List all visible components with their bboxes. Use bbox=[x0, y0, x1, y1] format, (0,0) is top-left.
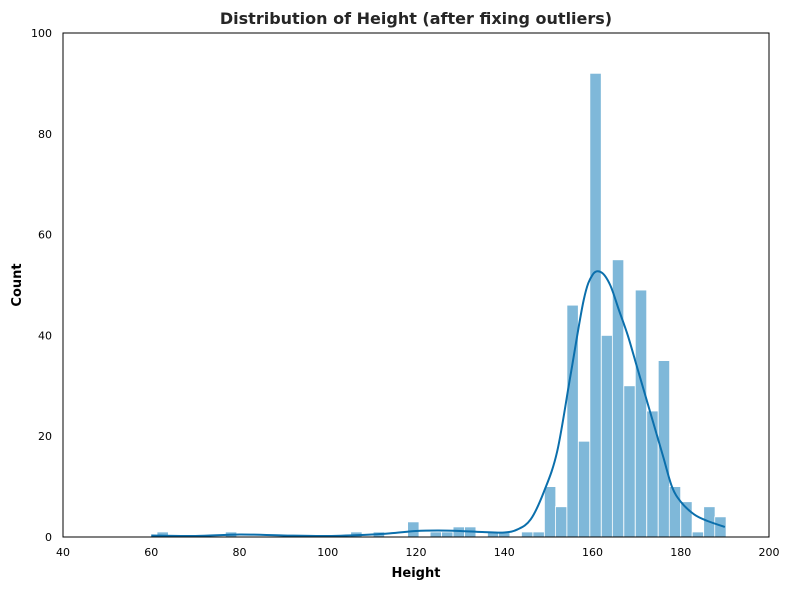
y-axis-ticks: 0 20 40 60 80 100 bbox=[31, 27, 52, 544]
histogram-bar bbox=[634, 289, 648, 538]
x-tick-label: 180 bbox=[670, 546, 691, 559]
y-tick-label: 0 bbox=[45, 531, 52, 544]
plot-frame bbox=[62, 32, 770, 538]
histogram-bar bbox=[600, 334, 614, 538]
histogram-bars bbox=[156, 72, 727, 538]
y-tick-label: 20 bbox=[38, 430, 52, 443]
y-tick-label: 40 bbox=[38, 329, 52, 342]
histogram-bar bbox=[544, 486, 557, 538]
histogram-bar bbox=[589, 72, 602, 538]
histogram-bar bbox=[532, 531, 545, 538]
x-tick-label: 140 bbox=[494, 546, 515, 559]
y-tick-label: 100 bbox=[31, 27, 52, 40]
histogram-bar bbox=[646, 410, 659, 538]
histogram-bar bbox=[429, 531, 442, 538]
histogram-bar bbox=[555, 506, 568, 538]
histogram-bar bbox=[577, 440, 591, 538]
y-tick-label: 60 bbox=[38, 229, 52, 242]
x-tick-label: 200 bbox=[759, 546, 780, 559]
kde-line bbox=[151, 270, 726, 538]
x-tick-label: 160 bbox=[582, 546, 603, 559]
x-axis-ticks: 40 60 80 100 120 140 160 180 200 bbox=[56, 546, 780, 559]
x-tick-label: 80 bbox=[233, 546, 247, 559]
chart-title: Distribution of Height (after fixing out… bbox=[220, 9, 612, 28]
x-tick-label: 60 bbox=[144, 546, 158, 559]
histogram-bar bbox=[407, 521, 420, 538]
x-axis-label: Height bbox=[392, 566, 441, 581]
histogram-bar bbox=[521, 531, 534, 538]
histogram-bar bbox=[611, 259, 625, 538]
y-tick-label: 80 bbox=[38, 128, 52, 141]
y-axis-label: Count bbox=[10, 263, 25, 306]
x-tick-label: 120 bbox=[406, 546, 427, 559]
x-tick-label: 40 bbox=[56, 546, 70, 559]
x-tick-label: 100 bbox=[317, 546, 338, 559]
histogram-bar bbox=[441, 531, 454, 538]
histogram-bar bbox=[623, 385, 636, 538]
histogram-bar bbox=[691, 531, 705, 538]
